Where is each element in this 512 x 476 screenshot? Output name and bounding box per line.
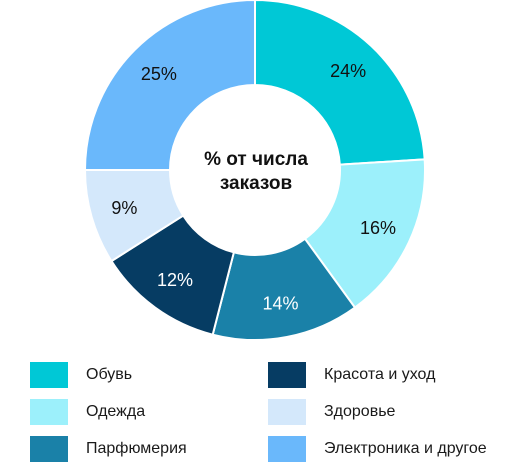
legend-label-odezhda: Одежда [86, 403, 146, 420]
slice-label-krasota: 12% [157, 270, 193, 290]
legend-item-zdorovye: Здоровье [268, 399, 395, 425]
legend-item-odezhda: Одежда [30, 399, 145, 425]
legend-swatch-odezhda [30, 399, 68, 425]
legend-swatch-zdorovye [268, 399, 306, 425]
legend-label-krasota: Красота и уход [324, 366, 436, 383]
legend-label-parfyumeriya: Парфюмерия [86, 440, 187, 457]
legend-swatch-krasota [268, 362, 306, 388]
legend-label-elektronika: Электроника и другое [324, 440, 487, 457]
slice-label-elektronika: 25% [141, 64, 177, 84]
slice-label-odezhda: 16% [360, 218, 396, 238]
legend-swatch-elektronika [268, 436, 306, 462]
slice-label-obuv: 24% [330, 61, 366, 81]
slice-label-zdorovye: 9% [111, 198, 137, 218]
slice-labels: 24% 16% 14% 12% 9% 25% [111, 61, 396, 314]
legend-label-obuv: Обувь [86, 366, 133, 383]
slice-obuv [254, 0, 426, 166]
legend-label-zdorovye: Здоровье [324, 403, 396, 420]
legend-item-krasota: Красота и уход [268, 362, 435, 388]
donut-slices [83, 0, 426, 341]
chart-title: % от числа заказов [204, 149, 308, 194]
legend-item-obuv: Обувь [30, 362, 132, 388]
legend-item-parfyumeriya: Парфюмерия [30, 436, 187, 462]
legend-swatch-obuv [30, 362, 68, 388]
legend-swatch-parfyumeriya [30, 436, 68, 462]
legend: Обувь Одежда Парфюмерия Красота и уход З… [30, 362, 500, 472]
slice-label-parfyumeriya: 14% [262, 294, 298, 314]
legend-item-elektronika: Электроника и другое [268, 436, 487, 462]
slice-elektronika [83, 0, 256, 171]
donut-chart: 24% 16% 14% 12% 9% 25% [83, 0, 426, 341]
